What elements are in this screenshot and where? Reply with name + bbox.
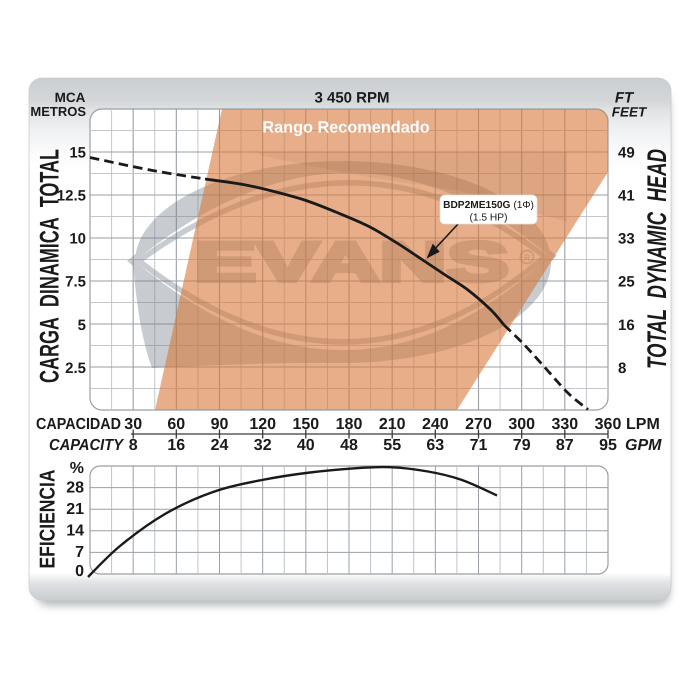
svg-text:30: 30 [124, 416, 142, 433]
svg-text:79: 79 [513, 437, 531, 454]
svg-text:2.5: 2.5 [65, 360, 86, 377]
svg-text:3 450 RPM: 3 450 RPM [314, 90, 389, 107]
svg-text:90: 90 [211, 416, 229, 433]
svg-text:CAPACIDAD: CAPACIDAD [36, 416, 121, 433]
svg-text:270: 270 [465, 416, 492, 433]
svg-text:EFICIENCIA: EFICIENCIA [36, 470, 60, 569]
svg-text:87: 87 [556, 437, 574, 454]
svg-text:120: 120 [249, 416, 276, 433]
svg-text:%: % [70, 460, 84, 477]
svg-text:180: 180 [336, 416, 363, 433]
svg-text:150: 150 [292, 416, 319, 433]
svg-text:FEET: FEET [612, 105, 648, 120]
svg-text:CARGA DINAMICA TOTAL: CARGA DINAMICA TOTAL [35, 149, 65, 383]
svg-text:10: 10 [69, 231, 86, 248]
svg-text:40: 40 [297, 437, 315, 454]
svg-text:7.5: 7.5 [65, 274, 86, 291]
svg-text:95: 95 [599, 437, 617, 454]
svg-text:LPM: LPM [626, 416, 660, 433]
svg-text:300: 300 [508, 416, 535, 433]
svg-text:63: 63 [426, 437, 444, 454]
svg-text:GPM: GPM [625, 437, 662, 454]
svg-text:71: 71 [470, 437, 488, 454]
svg-text:360: 360 [595, 416, 622, 433]
svg-text:BDP2ME150G (1Φ): BDP2ME150G (1Φ) [443, 200, 534, 211]
svg-text:33: 33 [618, 231, 635, 248]
svg-text:15: 15 [69, 144, 86, 161]
svg-text:240: 240 [422, 416, 449, 433]
svg-text:CAPACITY: CAPACITY [49, 437, 124, 454]
svg-text:28: 28 [66, 479, 84, 496]
svg-text:MCA: MCA [55, 90, 86, 105]
svg-text:8: 8 [129, 437, 138, 454]
svg-text:8: 8 [618, 360, 626, 377]
svg-text:TOTAL DYNAMIC HEAD: TOTAL DYNAMIC HEAD [642, 149, 672, 369]
svg-text:32: 32 [254, 437, 272, 454]
svg-text:12.5: 12.5 [57, 188, 86, 205]
svg-text:16: 16 [618, 317, 635, 334]
svg-text:5: 5 [78, 317, 86, 334]
svg-text:21: 21 [66, 501, 84, 518]
svg-text:25: 25 [618, 274, 635, 291]
svg-text:330: 330 [551, 416, 578, 433]
svg-text:METROS: METROS [30, 104, 86, 119]
svg-text:16: 16 [167, 437, 185, 454]
svg-text:210: 210 [379, 416, 406, 433]
svg-text:55: 55 [383, 437, 401, 454]
svg-text:48: 48 [340, 437, 358, 454]
svg-text:60: 60 [167, 416, 185, 433]
svg-text:41: 41 [618, 188, 635, 205]
svg-text:14: 14 [66, 523, 84, 540]
svg-text:FT: FT [615, 90, 635, 107]
svg-text:(1.5 HP): (1.5 HP) [470, 213, 508, 224]
svg-text:Rango Recomendado: Rango Recomendado [262, 119, 429, 137]
svg-text:24: 24 [211, 437, 229, 454]
svg-text:7: 7 [75, 544, 84, 561]
svg-text:49: 49 [618, 144, 635, 161]
svg-text:0: 0 [75, 563, 84, 580]
